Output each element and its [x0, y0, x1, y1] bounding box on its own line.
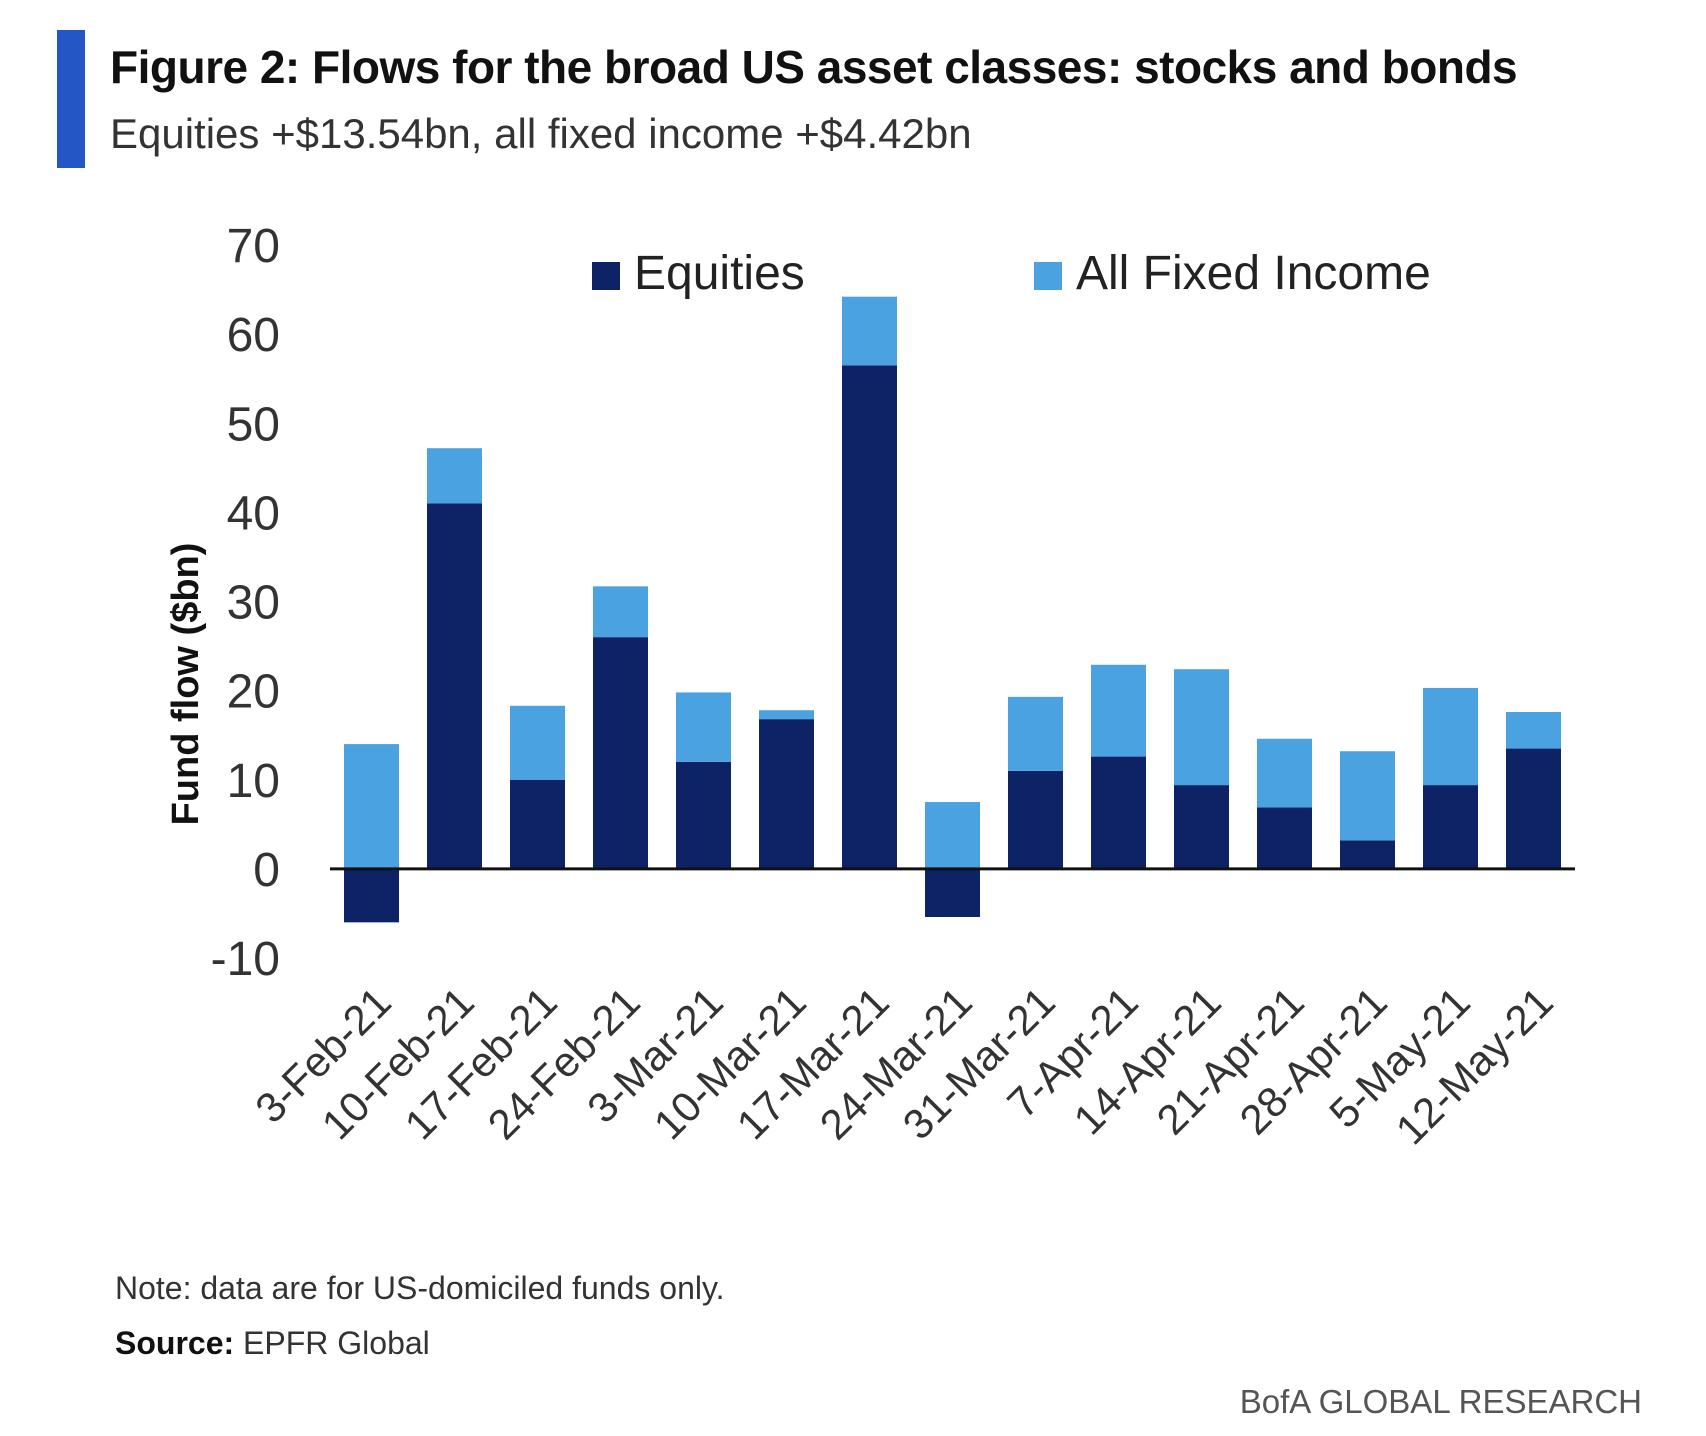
source-line: Source: EPFR Global: [115, 1325, 430, 1362]
bar-equities: [925, 868, 980, 918]
x-axis-labels: 3-Feb-2110-Feb-2117-Feb-2124-Feb-213-Mar…: [246, 978, 1562, 1153]
bar-equities: [344, 868, 399, 923]
bar-equities: [593, 637, 648, 869]
y-tick-label: 30: [227, 577, 280, 630]
bar-fixed-income: [1174, 669, 1229, 786]
y-tick-label: 70: [227, 220, 280, 273]
y-tick-label: 20: [227, 666, 280, 719]
y-tick-label: -10: [211, 933, 280, 986]
footnote: Note: data are for US-domiciled funds on…: [115, 1270, 725, 1306]
bar-fixed-income: [1423, 687, 1478, 786]
bar-fixed-income: [510, 705, 565, 780]
bar-equities: [427, 503, 482, 869]
bars: [344, 296, 1561, 923]
legend-swatch: [1034, 262, 1062, 290]
bar-fixed-income: [593, 586, 648, 638]
source-value: EPFR Global: [234, 1325, 430, 1361]
legend-label: All Fixed Income: [1076, 247, 1431, 300]
bar-equities: [1008, 770, 1063, 869]
bar-fixed-income: [1506, 712, 1561, 749]
legend: Equities All Fixed Income: [592, 247, 1431, 300]
y-axis-label: Fund flow ($bn): [165, 543, 207, 826]
chart-subtitle: Equities +$13.54bn, all fixed income +$4…: [110, 110, 972, 157]
brand-footer: BofA GLOBAL RESEARCH: [1239, 1383, 1642, 1420]
bar-fixed-income: [1257, 738, 1312, 808]
y-tick-label: 0: [253, 844, 280, 897]
bar-fixed-income: [427, 448, 482, 504]
bar-equities: [510, 779, 565, 869]
legend-swatch: [592, 262, 620, 290]
source-label: Source:: [115, 1325, 235, 1361]
y-axis: 70 60 50 40 30 20 10 0 -10: [211, 220, 280, 986]
y-tick-label: 50: [227, 398, 280, 451]
y-tick-label: 10: [227, 755, 280, 808]
bar-equities: [1423, 785, 1478, 869]
bar-equities: [1091, 756, 1146, 869]
legend-label: Equities: [634, 247, 805, 300]
stacked-bar-chart: 70 60 50 40 30 20 10 0 -10 Equities All Fixed Inc…: [165, 220, 1575, 1153]
y-tick-label: 40: [227, 487, 280, 540]
bar-equities: [1340, 840, 1395, 869]
chart-title: Figure 2: Flows for the broad US asset c…: [110, 41, 1518, 93]
bar-equities: [1257, 807, 1312, 869]
bar-equities: [842, 365, 897, 869]
bar-equities: [1506, 748, 1561, 869]
accent-bar: [57, 30, 85, 168]
bar-fixed-income: [344, 744, 399, 869]
bar-fixed-income: [759, 710, 814, 720]
bar-equities: [676, 761, 731, 869]
bar-fixed-income: [1008, 696, 1063, 771]
bar-equities: [759, 719, 814, 869]
bar-fixed-income: [1340, 751, 1395, 841]
bar-fixed-income: [842, 296, 897, 366]
bar-fixed-income: [925, 802, 980, 869]
bar-fixed-income: [676, 692, 731, 762]
bar-fixed-income: [1091, 664, 1146, 757]
bar-equities: [1174, 785, 1229, 869]
y-tick-label: 60: [227, 309, 280, 362]
